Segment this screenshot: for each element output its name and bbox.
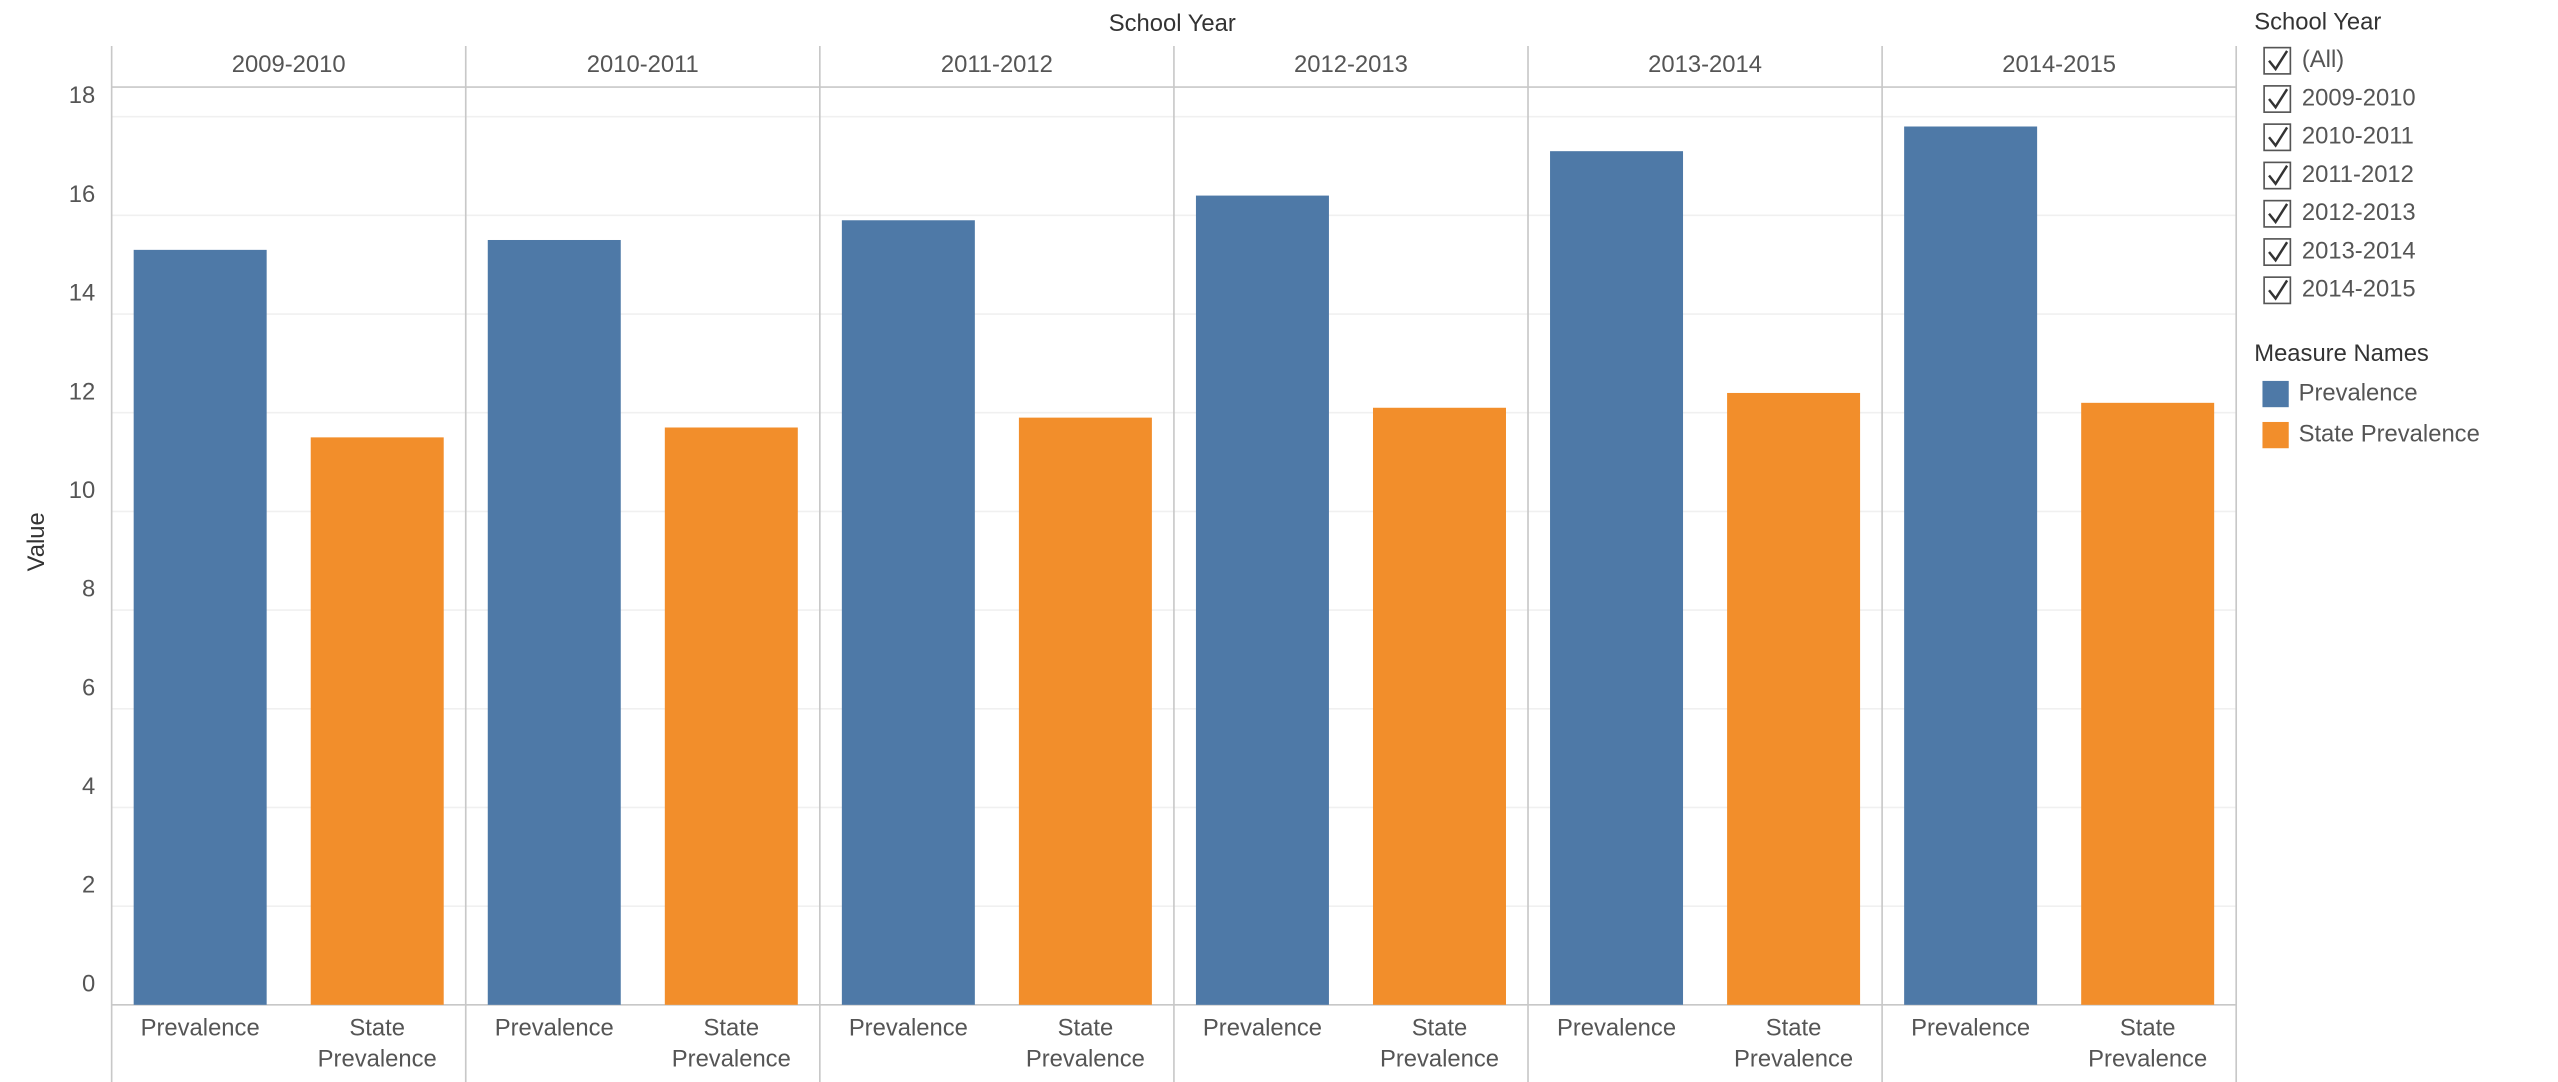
checkmark [2268, 126, 2289, 148]
y-tick-label: 2 [82, 872, 95, 899]
checkmark [2268, 165, 2289, 186]
panel-header: 2011-2012 [941, 51, 1053, 78]
bar [310, 437, 444, 1005]
x-tick-label: Prevalence [849, 1015, 968, 1042]
checkmark [2268, 279, 2289, 301]
x-tick-label: State Prevalence [1734, 1015, 1853, 1073]
x-tick-label: Prevalence [141, 1015, 260, 1042]
checkmark [2268, 88, 2289, 110]
filter-item[interactable]: 2009-2010 [2302, 84, 2416, 111]
bar [1372, 407, 1506, 1005]
bar [1550, 151, 1684, 1005]
label-line: State [2120, 1015, 2176, 1042]
filter-item[interactable]: 2011-2012 [2302, 161, 2414, 188]
y-tick-label: 8 [82, 576, 95, 603]
label-line: State [1412, 1015, 1468, 1042]
panel-header: 2014-2015 [2002, 51, 2116, 78]
chart-title: School Year [1109, 10, 1236, 37]
y-tick-label: 10 [69, 477, 95, 504]
x-tick-label: State Prevalence [1026, 1015, 1145, 1073]
x-tick-label: State Prevalence [1380, 1015, 1499, 1073]
y-tick-label: 18 [69, 82, 95, 109]
y-tick-label: 14 [69, 280, 95, 307]
x-tick-label: State Prevalence [318, 1015, 437, 1073]
x-tick-label: State Prevalence [2088, 1015, 2207, 1073]
filter-item[interactable]: 2014-2015 [2302, 276, 2416, 303]
legend-title: Measure Names [2254, 340, 2429, 367]
y-tick-label: 6 [82, 674, 95, 701]
x-tick-label: Prevalence [1203, 1015, 1322, 1042]
filter-item[interactable]: 2013-2014 [2302, 237, 2416, 264]
checkbox[interactable] [2263, 123, 2292, 152]
legend-swatch [2262, 421, 2289, 449]
checkmark [2268, 203, 2289, 225]
filter-item[interactable]: 2012-2013 [2302, 199, 2416, 226]
filter-item[interactable]: 2010-2011 [2302, 123, 2414, 150]
checkbox[interactable] [2263, 276, 2292, 305]
filter-title: School Year [2254, 8, 2381, 35]
label-line: State [704, 1015, 760, 1042]
filter-item[interactable]: (All) [2302, 46, 2344, 73]
bar [1904, 126, 2038, 1005]
legend-swatch [2262, 380, 2289, 408]
bar [1018, 417, 1152, 1005]
bar [487, 239, 621, 1005]
bar [1195, 195, 1329, 1005]
label-line: Prevalence [672, 1046, 791, 1073]
y-tick-label: 12 [69, 378, 95, 405]
x-tick-label: State Prevalence [672, 1015, 791, 1073]
bar [664, 427, 798, 1005]
panel-header: 2013-2014 [1648, 51, 1762, 78]
x-tick-label: Prevalence [1911, 1015, 2030, 1042]
panel-header: 2010-2011 [587, 51, 699, 78]
y-tick-label: 4 [82, 773, 95, 800]
bar [1727, 392, 1861, 1005]
bar [841, 220, 975, 1005]
checkmark [2268, 241, 2289, 263]
label-line: State [349, 1015, 405, 1042]
checkbox[interactable] [2263, 199, 2292, 228]
panel-header: 2009-2010 [232, 51, 346, 78]
x-tick-label: Prevalence [1557, 1015, 1676, 1042]
label-line: Prevalence [318, 1046, 437, 1073]
y-tick-label: 0 [82, 970, 95, 997]
legend-label: Prevalence [2299, 379, 2418, 406]
label-line: Prevalence [2088, 1046, 2207, 1073]
label-line: State [1766, 1015, 1822, 1042]
y-tick-label: 16 [69, 181, 95, 208]
legend-label: State Prevalence [2299, 420, 2480, 447]
bar [133, 249, 267, 1005]
label-line: Prevalence [1026, 1046, 1145, 1073]
panel-header: 2012-2013 [1294, 51, 1408, 78]
checkmark [2268, 50, 2289, 72]
x-tick-label: Prevalence [495, 1015, 614, 1042]
label-line: Prevalence [1380, 1046, 1499, 1073]
label-line: Prevalence [1734, 1046, 1853, 1073]
bar [2081, 402, 2215, 1005]
y-axis-label: Value [23, 512, 50, 571]
label-line: State [1058, 1015, 1114, 1042]
